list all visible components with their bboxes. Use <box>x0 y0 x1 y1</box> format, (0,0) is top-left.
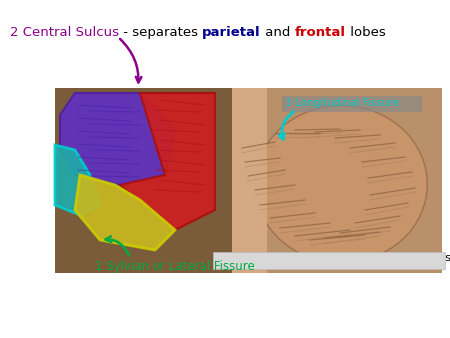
Text: and: and <box>333 253 361 263</box>
Text: parietal: parietal <box>202 26 261 39</box>
Polygon shape <box>55 145 100 215</box>
FancyBboxPatch shape <box>282 96 422 112</box>
FancyBboxPatch shape <box>232 88 442 273</box>
Text: - separates: - separates <box>119 26 202 39</box>
FancyBboxPatch shape <box>213 252 445 269</box>
Text: frontal: frontal <box>294 26 346 39</box>
Text: temporal: temporal <box>361 253 418 263</box>
FancyBboxPatch shape <box>55 88 245 273</box>
Text: 3 Longitudinal Fissure: 3 Longitudinal Fissure <box>285 98 399 108</box>
Ellipse shape <box>255 105 428 263</box>
FancyBboxPatch shape <box>55 88 245 273</box>
Text: 1 Sylvian or Lateral Fissure: 1 Sylvian or Lateral Fissure <box>95 260 255 273</box>
FancyBboxPatch shape <box>232 88 267 273</box>
Polygon shape <box>60 93 175 185</box>
Text: lobes: lobes <box>346 26 385 39</box>
Polygon shape <box>75 175 175 250</box>
Text: parietal: parietal <box>284 253 333 263</box>
Text: lobes: lobes <box>418 253 450 263</box>
Text: 2 Central Sulcus: 2 Central Sulcus <box>10 26 119 39</box>
Text: - separates: - separates <box>215 253 284 263</box>
Polygon shape <box>120 93 215 230</box>
Text: and: and <box>261 26 294 39</box>
